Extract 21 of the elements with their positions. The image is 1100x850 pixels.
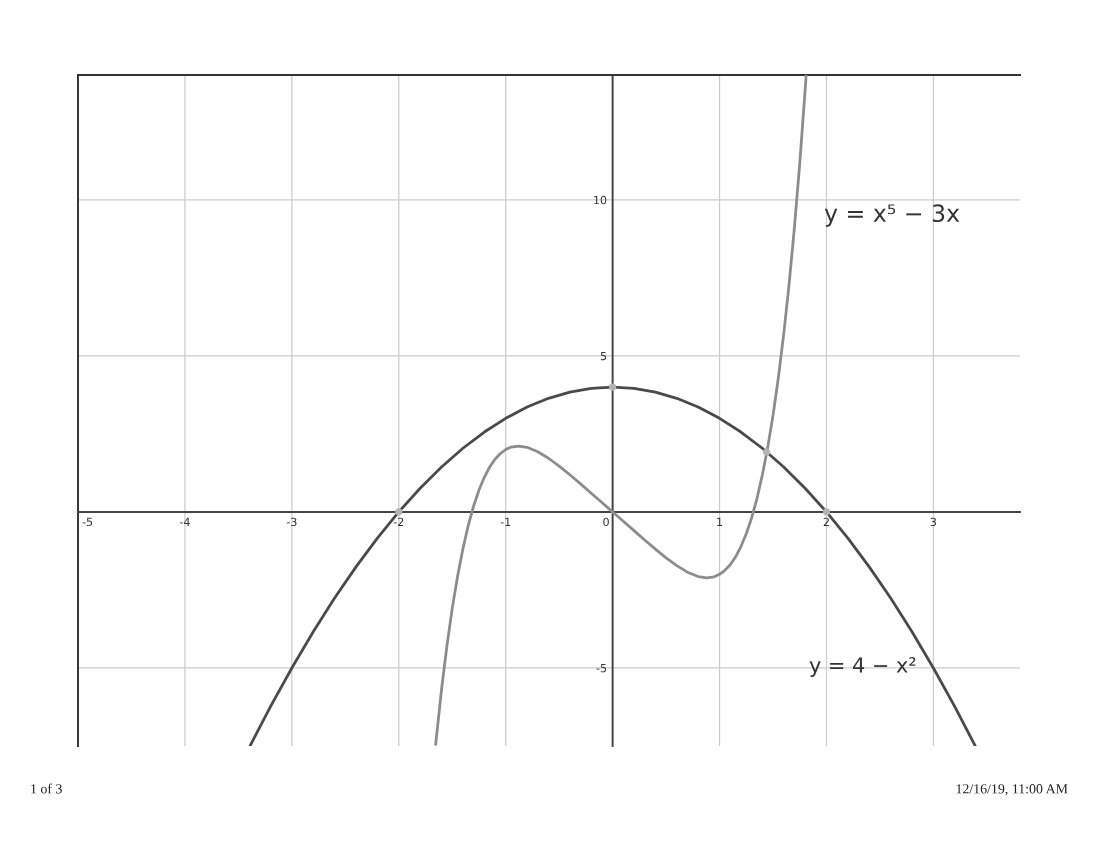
x-tick-label: -1 [500,517,511,526]
text: 1 of 3 [31,783,62,794]
x-tick-label: 2 [823,517,829,526]
x-tick-label: 3 [930,517,937,527]
x-tick-label: -4 [179,517,190,526]
line-series [434,75,808,746]
point [822,508,831,516]
point [608,383,617,391]
y-tick-label: 5 [600,352,607,361]
y-tick-label: -5 [596,664,607,673]
text: 12/16/19, 11:00 AM [956,784,1068,796]
annotation: y = x⁵ − 3x [824,204,960,227]
x-tick-label: -2 [393,517,404,526]
x-tick-label: 1 [717,517,723,526]
point [762,448,771,456]
x-tick-label: -3 [286,517,297,527]
y-tick-label: 10 [594,195,607,205]
point [395,508,403,516]
annotation: y = 4 − x² [809,657,916,677]
x-tick-label: 0 [603,517,609,527]
x-tick-label: -5 [82,517,93,527]
